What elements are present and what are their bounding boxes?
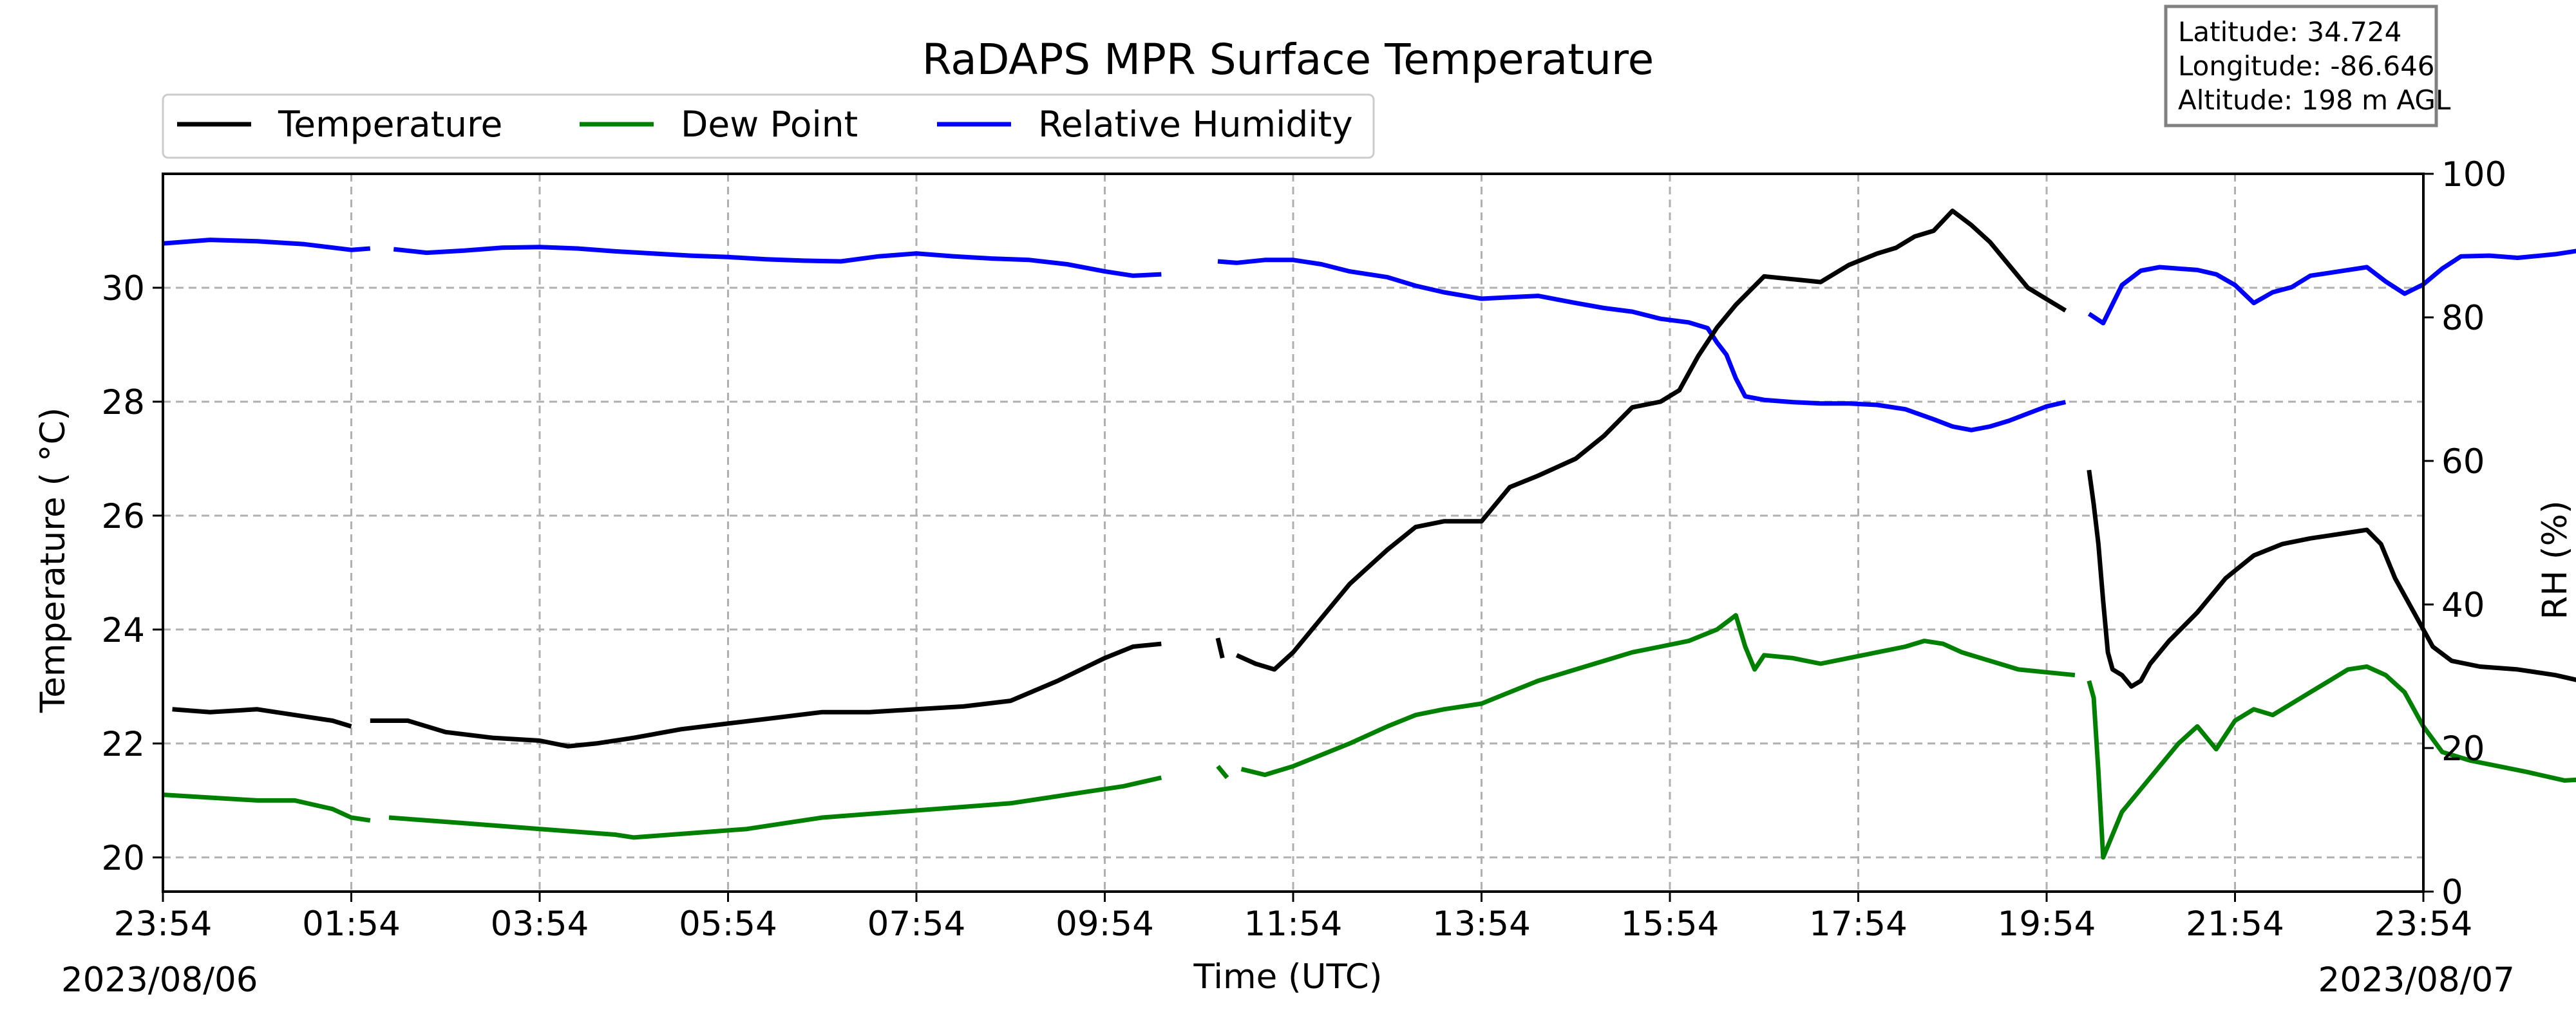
x-tick-label: 23:54 (114, 904, 213, 944)
dew-point-line (1240, 613, 2076, 778)
temperature-line (1235, 209, 2067, 672)
x-axis-ticks: 23:54 01:54 03:54 05:54 07:54 09:54 11:54 13:54… (114, 892, 2473, 944)
temperature-line (370, 641, 1162, 749)
legend-rh-label: Relative Humidity (1038, 104, 1353, 145)
series-layer (162, 209, 2576, 860)
y-tick-label-left: 22 (102, 725, 145, 764)
legend-frame (162, 93, 1375, 159)
right-axis-ticks: 0 20 40 60 80 100 (2423, 155, 2506, 912)
y-axis-label-left: Temperature ( °C) (33, 407, 73, 713)
x-tick-label: 03:54 (491, 904, 589, 944)
info-altitude: Altitude: 198 m AGL (2178, 84, 2451, 116)
y-tick-label-left: 26 (102, 497, 145, 536)
x-tick-label: 19:54 (1998, 904, 2096, 944)
temperature-line (2087, 469, 2576, 689)
dew-point-line (388, 775, 1162, 840)
x-axis-label: Time (UTC) (1193, 957, 1383, 997)
grid (163, 174, 2423, 892)
y-tick-label-left: 28 (102, 383, 145, 422)
x-tick-label: 17:54 (1809, 904, 1908, 944)
relative-humidity-line (162, 238, 371, 252)
y-tick-label-right: 40 (2441, 586, 2485, 625)
y-tick-label-left: 20 (102, 839, 145, 878)
end-date-label: 2023/08/07 (2318, 960, 2515, 1000)
y-tick-label-right: 60 (2441, 442, 2485, 482)
x-tick-label: 11:54 (1244, 904, 1343, 944)
x-tick-label: 23:54 (2374, 904, 2473, 944)
temperature-line (1215, 637, 1225, 659)
info-latitude: Latitude: 34.724 (2178, 16, 2401, 48)
x-tick-label: 09:54 (1056, 904, 1154, 944)
x-tick-label: 05:54 (679, 904, 777, 944)
x-tick-label: 21:54 (2186, 904, 2284, 944)
y-tick-label-left: 30 (102, 269, 145, 308)
x-tick-label: 15:54 (1621, 904, 1719, 944)
dew-point-line (1216, 765, 1229, 780)
location-info-box: Latitude: 34.724 Longitude: -86.646 Alti… (2164, 5, 2451, 127)
y-tick-label-right: 20 (2441, 729, 2485, 769)
legend-dew-point-label: Dew Point (681, 104, 858, 145)
dew-point-line (162, 792, 371, 823)
relative-humidity-line (2087, 248, 2576, 326)
info-longitude: Longitude: -86.646 (2178, 50, 2435, 82)
start-date-label: 2023/08/06 (61, 960, 258, 1000)
y-tick-label-right: 100 (2441, 155, 2506, 194)
x-tick-label: 13:54 (1432, 904, 1531, 944)
y-tick-label-right: 0 (2441, 873, 2463, 912)
dew-point-line (2087, 664, 2576, 860)
info-box-frame (2164, 5, 2438, 127)
temperature-line (172, 707, 352, 729)
left-axis-ticks: 20 22 24 26 28 30 (102, 269, 163, 878)
y-axis-label-right: RH (%) (2535, 500, 2575, 619)
relative-humidity-line (393, 245, 1162, 278)
y-tick-label-left: 24 (102, 611, 145, 650)
legend: Temperature Dew Point Relative Humidity (162, 93, 1375, 159)
legend-temperature-label: Temperature (278, 104, 502, 145)
x-tick-label: 07:54 (867, 904, 966, 944)
x-tick-label: 01:54 (302, 904, 401, 944)
chart-title: RaDAPS MPR Surface Temperature (922, 35, 1654, 84)
y-tick-label-right: 80 (2441, 299, 2485, 338)
